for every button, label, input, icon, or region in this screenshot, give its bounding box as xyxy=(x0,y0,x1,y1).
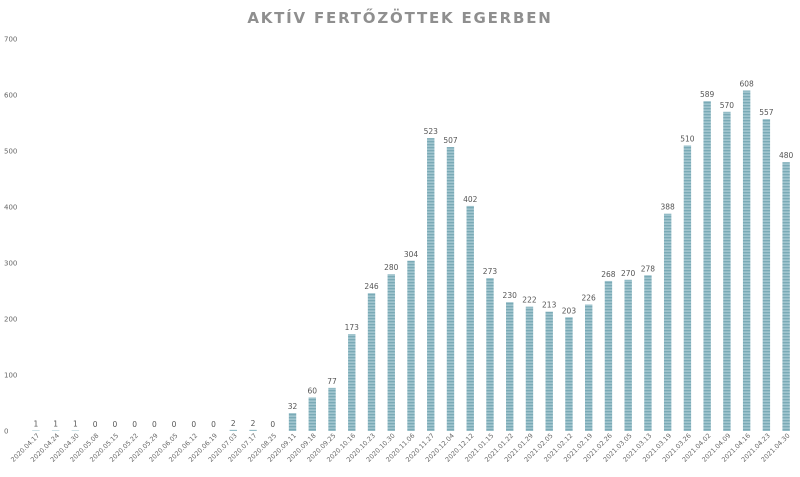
bar-value-label: 510 xyxy=(680,134,695,143)
bar xyxy=(367,293,376,431)
bar xyxy=(387,274,395,431)
y-axis: 0 100 200 300 400 500 600 700 xyxy=(4,36,17,436)
bar-value-label: 268 xyxy=(601,270,616,279)
bar xyxy=(308,397,316,431)
bar xyxy=(51,430,60,431)
bar-value-label: 2 xyxy=(251,419,256,428)
bar xyxy=(683,145,692,431)
bar xyxy=(525,306,534,431)
bar-value-label: 230 xyxy=(503,291,518,300)
bar-value-label: 523 xyxy=(424,127,439,136)
bar-value-label: 1 xyxy=(73,419,78,428)
bar-value-label: 557 xyxy=(759,108,774,117)
bar xyxy=(249,429,257,431)
y-tick-label: 400 xyxy=(4,204,17,212)
y-tick-label: 600 xyxy=(4,92,17,100)
bar xyxy=(407,260,415,431)
bar xyxy=(723,111,731,432)
bar xyxy=(506,302,514,431)
value-labels: 1 1 1 0 0 0 0 0 0 0 2 2 0326077173246280304523507402… xyxy=(33,80,793,429)
bar xyxy=(466,205,474,431)
bar-value-label: 1 xyxy=(53,419,58,428)
bars xyxy=(32,90,790,432)
bar xyxy=(71,430,80,431)
y-tick-label: 500 xyxy=(4,148,17,156)
bar-value-label: 0 xyxy=(191,420,196,429)
bar-value-label: 280 xyxy=(384,263,399,272)
bar xyxy=(348,334,356,431)
bar-value-label: 589 xyxy=(700,90,715,99)
bar xyxy=(545,311,553,431)
bar-value-label: 270 xyxy=(621,269,636,278)
bar-value-label: 507 xyxy=(443,136,458,145)
bar-value-label: 0 xyxy=(112,420,117,429)
bar-value-label: 0 xyxy=(93,420,98,429)
bar-value-label: 173 xyxy=(345,323,360,332)
bar xyxy=(604,280,613,431)
chart-title: AKTÍV FERTŐZÖTTEK EGERBEN xyxy=(247,7,552,27)
bar-value-label: 32 xyxy=(288,402,298,411)
bar xyxy=(486,278,494,431)
bar xyxy=(446,147,455,431)
bar-value-label: 246 xyxy=(364,282,379,291)
bar-value-label: 222 xyxy=(522,296,537,305)
bar-value-label: 0 xyxy=(270,420,275,429)
bar-value-label: 388 xyxy=(661,203,676,212)
bar-value-label: 278 xyxy=(641,264,656,273)
bar-value-label: 213 xyxy=(542,301,557,310)
bar-value-label: 570 xyxy=(720,101,735,110)
y-tick-label: 300 xyxy=(4,260,17,268)
bar xyxy=(427,138,435,431)
bar-value-label: 402 xyxy=(463,195,478,204)
bar-value-label: 60 xyxy=(308,386,318,395)
y-tick-label: 200 xyxy=(4,316,17,324)
bar-value-label: 77 xyxy=(327,377,337,386)
x-axis: 2020.04.172020.04.242020.04.302020.05.08… xyxy=(9,432,791,464)
bar xyxy=(663,213,672,431)
bar xyxy=(584,304,593,431)
bar xyxy=(782,162,790,431)
bar-value-label: 1 xyxy=(33,419,38,428)
bar-value-label: 273 xyxy=(483,267,498,276)
bar-value-label: 480 xyxy=(779,151,794,160)
bar-value-label: 0 xyxy=(172,420,177,429)
bar-value-label: 0 xyxy=(211,420,216,429)
bar xyxy=(288,413,297,431)
bar xyxy=(32,430,40,431)
bar xyxy=(565,317,573,431)
y-tick-label: 700 xyxy=(4,36,17,44)
bar xyxy=(703,101,711,431)
bar-value-label: 0 xyxy=(152,420,157,429)
bar xyxy=(624,279,632,431)
bar-value-label: 203 xyxy=(562,306,577,315)
bar-value-label: 608 xyxy=(739,80,754,89)
bar-value-label: 304 xyxy=(404,250,419,259)
y-tick-label: 100 xyxy=(4,372,17,380)
bar xyxy=(742,90,751,432)
y-tick-label: 0 xyxy=(4,428,8,436)
bar xyxy=(328,387,336,431)
bar-value-label: 2 xyxy=(231,419,236,428)
bar xyxy=(644,275,652,431)
bar xyxy=(229,429,238,431)
bar-value-label: 0 xyxy=(132,420,137,429)
bar-value-label: 226 xyxy=(582,293,597,302)
bar xyxy=(762,119,771,431)
